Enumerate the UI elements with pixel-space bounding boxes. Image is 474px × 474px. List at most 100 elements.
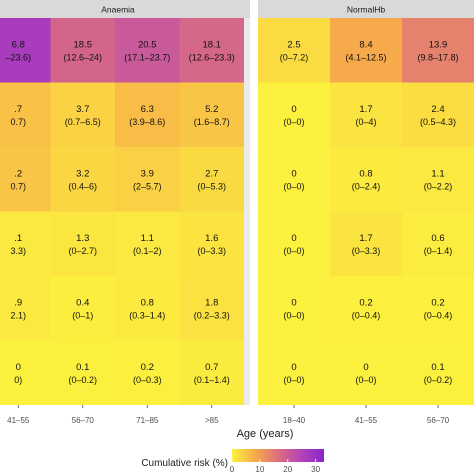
cell-ci-label: (0–1.4) bbox=[424, 246, 453, 256]
cell-ci-label: (0–2.4) bbox=[352, 181, 381, 191]
cell-value-label: 0.4 bbox=[76, 297, 89, 308]
cell-ci-label: (0–0) bbox=[283, 375, 304, 385]
cell-ci-label: (0–5.3) bbox=[197, 181, 226, 191]
x-tick-label: 41–55 bbox=[355, 416, 378, 425]
cell-value-label: 1.3 bbox=[76, 233, 89, 244]
cell-value-label: 0 bbox=[291, 233, 296, 244]
heatmap-cell bbox=[330, 82, 402, 147]
cell-value-label: 5.2 bbox=[205, 104, 218, 115]
heatmap-cell bbox=[0, 211, 51, 276]
heatmap-cell bbox=[115, 276, 180, 341]
cell-ci-label: (9.8–17.8) bbox=[417, 52, 458, 62]
cell-ci-label: (0–4) bbox=[355, 117, 376, 127]
cell-ci-label: (0–0.3) bbox=[133, 375, 162, 385]
panel-strip-label: NormalHb bbox=[347, 5, 386, 15]
cell-value-label: 1.7 bbox=[359, 104, 372, 115]
legend-tick-label: 20 bbox=[283, 465, 292, 474]
cell-value-label: 6.3 bbox=[141, 104, 154, 115]
cell-ci-label: (12.6–23.3) bbox=[189, 52, 235, 62]
cell-value-label: 2.7 bbox=[205, 168, 218, 179]
cell-value-label: 1.6 bbox=[205, 233, 218, 244]
cell-value-label: 0.1 bbox=[431, 362, 444, 373]
heatmap-cell bbox=[258, 147, 330, 212]
cell-ci-label: (0–0) bbox=[283, 181, 304, 191]
cell-value-label: 18.5 bbox=[74, 39, 93, 50]
cell-ci-label: (0–1) bbox=[72, 310, 93, 320]
heatmap-cell bbox=[330, 211, 402, 276]
cell-ci-label: (0–0.2) bbox=[68, 375, 97, 385]
heatmap-cell bbox=[258, 276, 330, 341]
cell-ci-label: (0–0) bbox=[283, 310, 304, 320]
heatmap-cell bbox=[0, 18, 51, 83]
heatmap-cell bbox=[402, 211, 474, 276]
cell-value-label: 0 bbox=[16, 362, 21, 373]
cell-ci-label: (0–0) bbox=[355, 375, 376, 385]
cell-ci-label: 3.3) bbox=[10, 246, 26, 256]
heatmap-cell bbox=[0, 276, 51, 341]
heatmap-cell bbox=[402, 82, 474, 147]
cell-value-label: 0.1 bbox=[76, 362, 89, 373]
cell-value-label: 0 bbox=[363, 362, 368, 373]
cell-value-label: 0.2 bbox=[359, 297, 372, 308]
cell-value-label: .9 bbox=[14, 297, 22, 308]
cell-ci-label: 0.7) bbox=[10, 117, 26, 127]
panel-strip bbox=[258, 0, 474, 18]
x-tick-label: 18–40 bbox=[283, 416, 306, 425]
legend-title: Cumulative risk (%) bbox=[141, 458, 228, 469]
cell-value-label: 0.2 bbox=[431, 297, 444, 308]
cell-ci-label: (0–0) bbox=[283, 117, 304, 127]
heatmap-cell bbox=[179, 82, 244, 147]
cell-value-label: 1.1 bbox=[141, 233, 154, 244]
heatmap-cell bbox=[179, 340, 244, 405]
heatmap-cell bbox=[50, 18, 115, 83]
legend-tick-label: 10 bbox=[255, 465, 264, 474]
heatmap-cell bbox=[330, 18, 402, 83]
heatmap-cell bbox=[50, 211, 115, 276]
cell-value-label: 20.5 bbox=[138, 39, 157, 50]
cell-ci-label: (0.1–2) bbox=[133, 246, 162, 256]
cell-ci-label: –23.6) bbox=[5, 52, 31, 62]
cell-ci-label: (0.7–6.5) bbox=[65, 117, 101, 127]
heatmap-cell bbox=[0, 340, 51, 405]
panel-strip bbox=[0, 0, 250, 18]
cell-ci-label: (0–7.2) bbox=[280, 52, 309, 62]
legend-colorbar bbox=[232, 449, 324, 462]
heatmap-cell bbox=[258, 340, 330, 405]
heatmap-cell bbox=[258, 82, 330, 147]
x-tick-label: 56–70 bbox=[427, 416, 450, 425]
cell-value-label: 0 bbox=[291, 104, 296, 115]
cell-value-label: 1.1 bbox=[431, 168, 444, 179]
cell-value-label: 8.4 bbox=[359, 39, 372, 50]
panel-normalhb: NormalHb 2.5 (0–7.2) 8.4 (4.1–12.5) 13.9 (9.8–… bbox=[258, 0, 474, 425]
cell-ci-label: (0–0) bbox=[283, 246, 304, 256]
heatmap-cell bbox=[0, 82, 51, 147]
legend-tick-label: 0 bbox=[230, 465, 235, 474]
cell-ci-label: (3.9–8.6) bbox=[129, 117, 165, 127]
cell-value-label: .7 bbox=[14, 104, 22, 115]
heatmap-cell bbox=[179, 147, 244, 212]
cell-ci-label: (0.2–3.3) bbox=[194, 310, 230, 320]
x-tick-label: 71–85 bbox=[136, 416, 159, 425]
heatmap-cell bbox=[50, 82, 115, 147]
heatmap-cell bbox=[402, 147, 474, 212]
cell-ci-label: (0–2.7) bbox=[68, 246, 97, 256]
heatmap-cell bbox=[115, 18, 180, 83]
cell-value-label: 1.7 bbox=[359, 233, 372, 244]
heatmap-cell bbox=[50, 340, 115, 405]
heatmap-cell bbox=[0, 147, 51, 212]
cell-ci-label: (1.6–8.7) bbox=[194, 117, 230, 127]
cell-ci-label: (0.3–1.4) bbox=[129, 310, 165, 320]
cell-value-label: .1 bbox=[14, 233, 22, 244]
heatmap-cell bbox=[330, 147, 402, 212]
cell-ci-label: (12.6–24) bbox=[63, 52, 102, 62]
heatmap-cell bbox=[50, 147, 115, 212]
x-tick-label: 56–70 bbox=[72, 416, 95, 425]
heatmap-cell bbox=[179, 18, 244, 83]
heatmap-cell bbox=[258, 18, 330, 83]
cell-value-label: 0 bbox=[291, 168, 296, 179]
cell-value-label: 0.2 bbox=[141, 362, 154, 373]
cell-ci-label: (0.4–6) bbox=[68, 181, 97, 191]
cell-value-label: .2 bbox=[14, 168, 22, 179]
cell-ci-label: (0–0.4) bbox=[424, 310, 453, 320]
